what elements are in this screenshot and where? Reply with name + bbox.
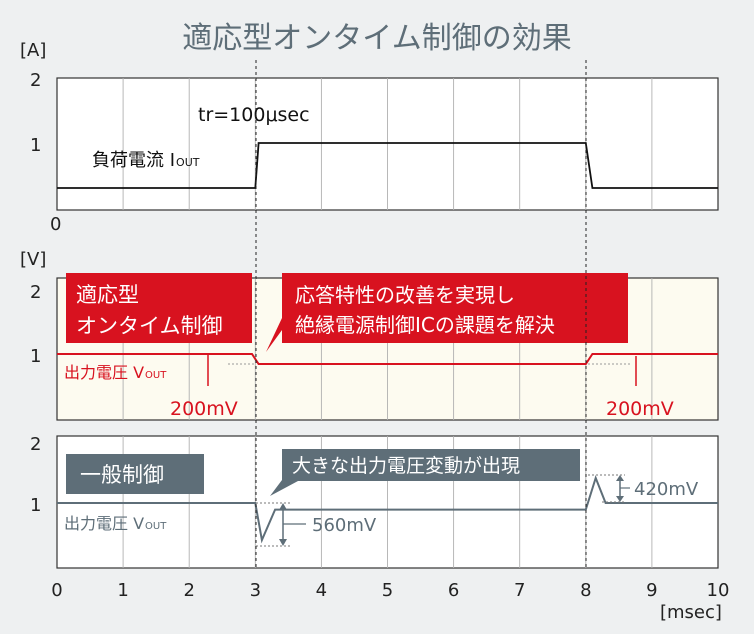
- chart-title: 適応型オンタイム制御の効果: [182, 21, 571, 56]
- x-tick-label-3: 3: [250, 580, 261, 601]
- x-tick-label-0: 0: [51, 580, 62, 601]
- general-drop-delta: 560mV: [312, 515, 377, 536]
- current-unit-label: [A]: [20, 40, 46, 61]
- general-box-label: 一般制御: [66, 454, 204, 494]
- tr-annotation: tr=100μsec: [198, 104, 310, 126]
- x-axis-ticks: 0 1 2 3 4 5 6 7 8 9 10: [51, 580, 729, 601]
- general-rise-delta: 420mV: [634, 479, 699, 500]
- x-tick-label-9: 9: [646, 580, 657, 601]
- adaptive-callout: 応答特性の改善を実現し 絶縁電源制御ICの課題を解決: [266, 273, 628, 352]
- x-tick-label-8: 8: [580, 580, 591, 601]
- x-tick-label-2: 2: [183, 580, 194, 601]
- panel-current: [A] 2 1 0 tr=100μsec 負荷電流 IOUT: [20, 40, 719, 235]
- current-series-label: 負荷電流 IOUT: [92, 150, 200, 171]
- general-callout-bubble: [270, 449, 580, 496]
- current-ytick-0: 0: [50, 214, 61, 235]
- adaptive-box-line1: 適応型: [76, 283, 139, 307]
- current-series-label-sub: OUT: [176, 156, 200, 169]
- voltage-unit-label: [V]: [20, 249, 46, 270]
- x-tick-label-10: 10: [707, 580, 730, 601]
- general-drop-arrow-head-bottom: [279, 539, 287, 546]
- adaptive-ytick-2: 2: [30, 282, 41, 303]
- general-series-label-sub: OUT: [145, 521, 167, 532]
- general-callout: 大きな出力電圧変動が出現: [270, 449, 580, 496]
- x-tick-label-1: 1: [117, 580, 128, 601]
- adaptive-series-label-main: 出力電圧 V: [64, 363, 144, 382]
- general-series-label: 出力電圧 VOUT: [64, 514, 167, 533]
- adaptive-callout-bubble: [266, 273, 628, 352]
- general-drop-arrow-head-top: [279, 503, 287, 510]
- general-series-label-main: 出力電圧 V: [64, 514, 144, 533]
- adaptive-callout-line2: 絶縁電源制御ICの課題を解決: [295, 313, 555, 337]
- adaptive-box-line2: オンタイム制御: [76, 314, 223, 338]
- x-axis-unit: [msec]: [660, 602, 722, 623]
- x-tick-label-7: 7: [514, 580, 525, 601]
- panel-general: 2 1 出力電圧 VOUT 560mV 420mV 一般制御 大きな出力電圧変動…: [30, 434, 719, 569]
- general-callout-text: 大きな出力電圧変動が出現: [292, 455, 520, 477]
- adaptive-series-label-sub: OUT: [145, 370, 167, 381]
- general-rise-arrow-head-bottom: [616, 496, 624, 502]
- general-rise-arrow-head-top: [616, 475, 624, 481]
- general-box-text: 一般制御: [80, 463, 164, 487]
- current-series-label-main: 負荷電流 I: [92, 150, 175, 171]
- panel-adaptive: [V] 2 1 出力電圧 VOUT 200mV 200mV 適応型 オンタイム制…: [20, 249, 719, 421]
- adaptive-callout-line1: 応答特性の改善を実現し: [295, 283, 515, 307]
- current-trace: [57, 142, 718, 189]
- x-tick-label-5: 5: [382, 580, 393, 601]
- adaptive-series-label: 出力電圧 VOUT: [64, 363, 167, 382]
- adaptive-right-delta: 200mV: [606, 398, 674, 420]
- general-voltage-trace: [57, 475, 718, 544]
- general-ytick-2: 2: [30, 434, 41, 455]
- current-ytick-1: 1: [30, 135, 41, 156]
- general-box-bg: [66, 454, 204, 494]
- adaptive-box-label: 適応型 オンタイム制御: [66, 273, 252, 343]
- general-ytick-1: 1: [30, 495, 41, 516]
- x-tick-label-4: 4: [316, 580, 327, 601]
- adaptive-box-bg: [66, 273, 252, 343]
- current-ytick-2: 2: [30, 70, 41, 91]
- adaptive-left-delta: 200mV: [170, 398, 238, 420]
- adaptive-ytick-1: 1: [30, 346, 41, 367]
- x-tick-label-6: 6: [448, 580, 459, 601]
